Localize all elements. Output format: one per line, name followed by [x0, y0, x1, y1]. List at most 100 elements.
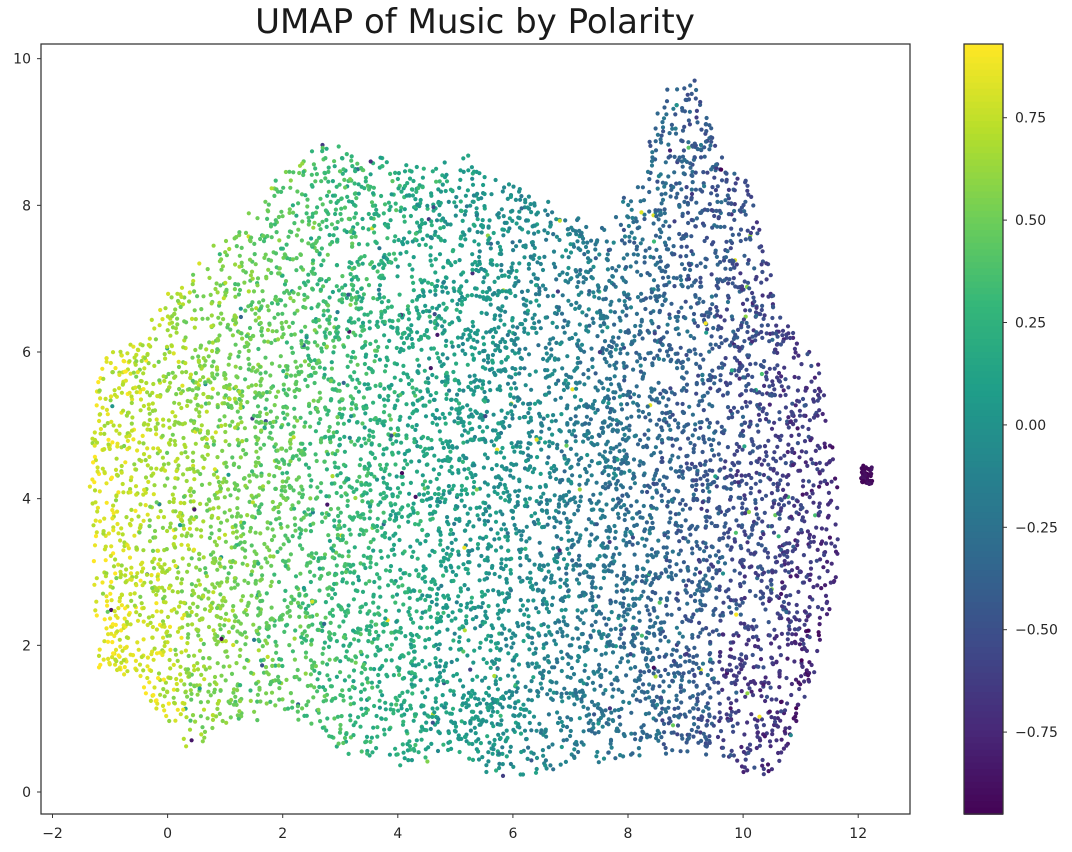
- scatter-point: [532, 245, 537, 250]
- scatter-point: [713, 429, 718, 434]
- scatter-point: [693, 224, 698, 229]
- scatter-point: [337, 442, 342, 447]
- scatter-point: [568, 733, 573, 739]
- scatter-point: [768, 273, 773, 278]
- scatter-point: [458, 678, 463, 683]
- scatter-point: [96, 653, 102, 659]
- scatter-point: [233, 262, 238, 267]
- scatter-point: [597, 554, 602, 559]
- scatter-point: [444, 710, 449, 715]
- scatter-point: [283, 253, 288, 258]
- scatter-point: [428, 503, 433, 509]
- scatter-point: [689, 91, 694, 96]
- scatter-point: [377, 262, 382, 267]
- scatter-point: [360, 226, 366, 231]
- scatter-point: [678, 663, 683, 668]
- scatter-point: [572, 394, 578, 399]
- scatter-point: [479, 605, 484, 610]
- scatter-point: [477, 517, 482, 522]
- scatter-point: [628, 199, 634, 204]
- scatter-point: [371, 296, 376, 301]
- scatter-point: [593, 247, 598, 252]
- scatter-point: [552, 525, 557, 530]
- scatter-point: [463, 618, 469, 623]
- scatter-point: [793, 403, 798, 408]
- scatter-point: [428, 258, 433, 263]
- scatter-point: [277, 466, 282, 471]
- scatter-point: [393, 234, 398, 239]
- scatter-point: [592, 294, 597, 299]
- scatter-point: [660, 459, 665, 464]
- scatter-point: [428, 366, 433, 371]
- scatter-point: [291, 298, 296, 304]
- scatter-point: [273, 178, 278, 183]
- scatter-point: [469, 595, 474, 600]
- scatter-point: [297, 170, 302, 176]
- scatter-point: [484, 637, 489, 642]
- scatter-point: [305, 204, 310, 209]
- scatter-point: [582, 668, 587, 673]
- scatter-point: [167, 633, 172, 638]
- scatter-point: [786, 415, 791, 420]
- scatter-point: [759, 323, 764, 328]
- scatter-point: [697, 420, 702, 425]
- scatter-point: [286, 234, 291, 239]
- scatter-point: [427, 637, 432, 642]
- scatter-point: [751, 618, 756, 623]
- scatter-point: [795, 499, 800, 504]
- scatter-point: [608, 350, 613, 355]
- scatter-point: [509, 461, 514, 466]
- scatter-point: [454, 307, 459, 312]
- scatter-point: [681, 688, 687, 693]
- scatter-point: [370, 750, 375, 755]
- scatter-point: [541, 753, 546, 758]
- scatter-point: [546, 745, 551, 750]
- scatter-point: [381, 397, 387, 402]
- scatter-point: [716, 560, 721, 565]
- scatter-point: [801, 641, 806, 647]
- scatter-point: [614, 481, 619, 486]
- scatter-point: [485, 425, 490, 430]
- scatter-point: [309, 721, 314, 726]
- scatter-point: [246, 211, 251, 216]
- scatter-point: [466, 552, 471, 558]
- scatter-point: [709, 443, 714, 448]
- scatter-point: [394, 345, 399, 351]
- scatter-point: [833, 575, 838, 580]
- scatter-point: [377, 705, 382, 710]
- scatter-point: [701, 170, 706, 175]
- scatter-point: [151, 566, 157, 571]
- scatter-point: [398, 251, 403, 256]
- scatter-point: [716, 216, 721, 221]
- scatter-point: [342, 678, 347, 683]
- scatter-point: [405, 748, 410, 753]
- scatter-point: [488, 241, 494, 246]
- scatter-point: [554, 234, 560, 239]
- scatter-point: [475, 513, 480, 518]
- scatter-point: [747, 286, 752, 291]
- scatter-point: [185, 403, 190, 408]
- scatter-point: [626, 202, 631, 208]
- scatter-point: [722, 318, 727, 323]
- scatter-point: [659, 493, 664, 498]
- scatter-point: [382, 333, 387, 338]
- scatter-point: [481, 280, 486, 285]
- scatter-point: [376, 672, 381, 678]
- scatter-point: [674, 562, 679, 567]
- scatter-point: [512, 404, 518, 409]
- scatter-point: [493, 428, 498, 433]
- scatter-point: [290, 350, 295, 355]
- scatter-point: [104, 599, 110, 604]
- scatter-point: [463, 488, 468, 493]
- scatter-point: [746, 258, 751, 263]
- scatter-point: [367, 579, 372, 584]
- scatter-point: [734, 472, 739, 478]
- scatter-point: [488, 527, 494, 532]
- scatter-point: [505, 538, 510, 543]
- scatter-point: [576, 462, 581, 467]
- scatter-point: [190, 622, 195, 627]
- scatter-point: [619, 656, 625, 661]
- scatter-point: [297, 614, 302, 620]
- scatter-point: [355, 510, 360, 515]
- scatter-point: [151, 446, 156, 451]
